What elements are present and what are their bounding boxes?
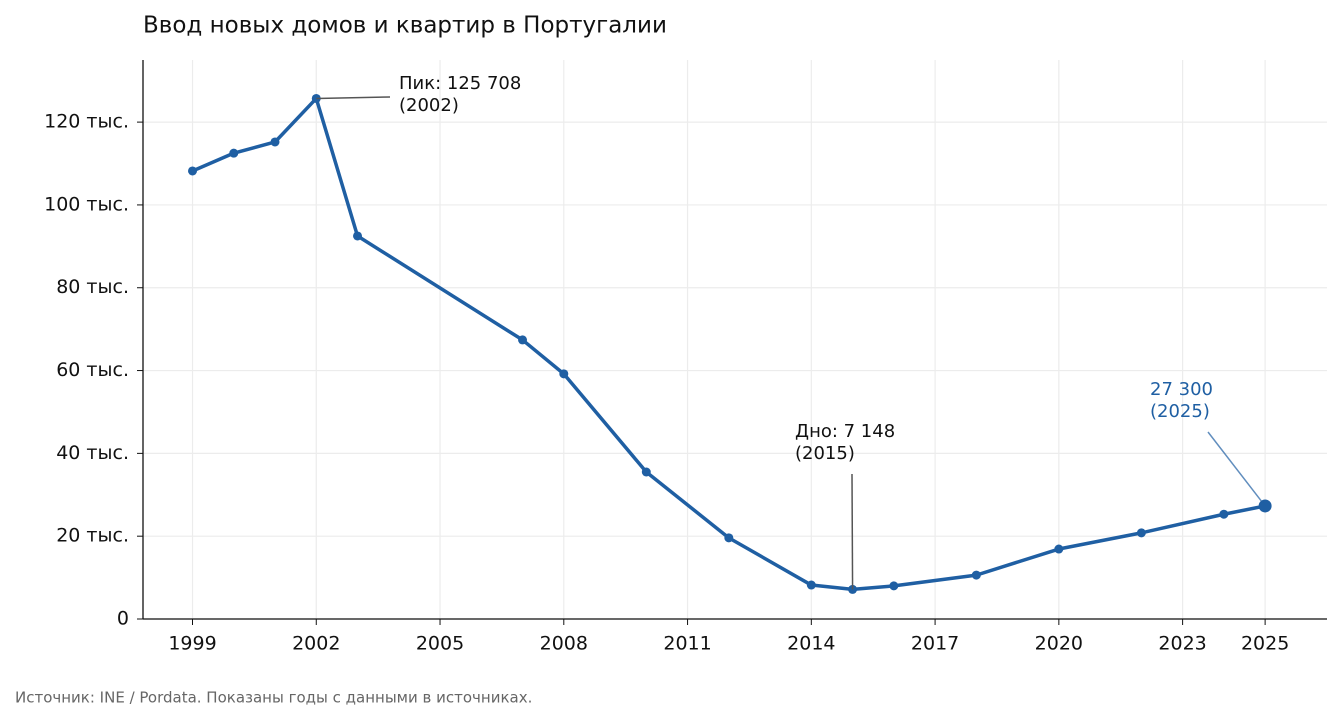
data-point (1054, 544, 1064, 554)
y-tick-label: 40 тыс. (56, 442, 129, 464)
y-tick-label: 60 тыс. (56, 359, 129, 381)
data-point (806, 580, 816, 590)
data-point (270, 137, 280, 147)
data-point (1219, 509, 1229, 519)
data-point (889, 581, 899, 591)
y-tick-label: 0 (117, 608, 129, 630)
x-tick-label: 2025 (1241, 633, 1289, 655)
x-tick-label: 2020 (1035, 633, 1083, 655)
x-tick-label: 2023 (1158, 633, 1206, 655)
data-point (641, 467, 651, 477)
data-point (353, 231, 363, 241)
annotation-line (851, 473, 854, 590)
annotation-text: (2025) (1150, 401, 1210, 422)
x-tick-label: 2008 (540, 633, 588, 655)
x-tick-label: 1999 (168, 633, 216, 655)
annotation-line (1207, 431, 1266, 507)
x-tick-label: 2011 (663, 633, 711, 655)
x-tick-label: 2014 (787, 633, 835, 655)
annotation-text: (2002) (399, 95, 459, 116)
chart-title: Ввод новых домов и квартир в Португалии (143, 13, 667, 39)
y-tick-label: 80 тыс. (56, 276, 129, 298)
data-point (1136, 528, 1146, 538)
source-note: Источник: INE / Pordata. Показаны годы с… (15, 689, 532, 707)
data-point (518, 335, 528, 345)
annotation-text: (2015) (795, 443, 855, 464)
x-tick-label: 2002 (292, 633, 340, 655)
data-line (191, 96, 1266, 592)
data-point (971, 570, 981, 580)
annotation-text: 27 300 (1150, 379, 1213, 400)
annotation-text: Дно: 7 148 (795, 421, 895, 442)
data-point (724, 533, 734, 543)
x-tick-label: 2005 (416, 633, 464, 655)
y-tick-label: 120 тыс. (44, 111, 129, 133)
data-point (559, 369, 569, 379)
data-point (188, 166, 198, 176)
y-tick-label: 100 тыс. (44, 193, 129, 215)
data-point (229, 148, 239, 158)
annotation-text: Пик: 125 708 (399, 73, 521, 94)
annotation-line (316, 96, 391, 100)
y-tick-label: 20 тыс. (56, 525, 129, 547)
x-tick-label: 2017 (911, 633, 959, 655)
